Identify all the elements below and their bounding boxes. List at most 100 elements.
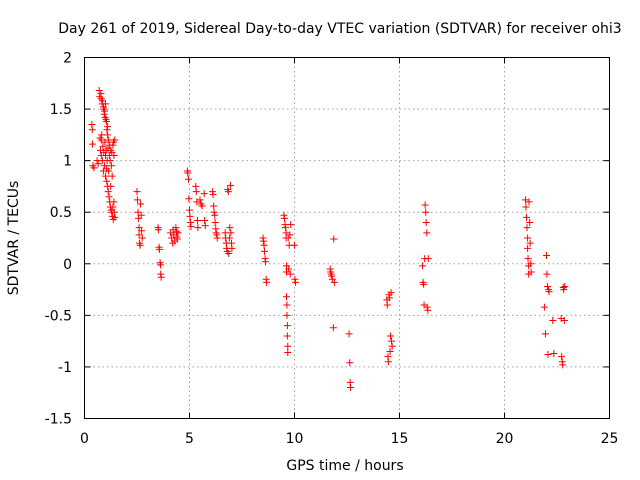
data-point xyxy=(105,193,113,201)
data-point xyxy=(210,208,218,216)
data-point xyxy=(104,188,112,196)
data-point xyxy=(110,198,118,206)
y-tick-label: 1 xyxy=(63,154,72,170)
data-point xyxy=(347,384,355,392)
data-point xyxy=(560,286,568,294)
data-point xyxy=(154,226,162,234)
data-point xyxy=(99,142,107,150)
data-point xyxy=(136,241,144,249)
data-point xyxy=(558,353,566,361)
data-point xyxy=(526,239,534,247)
data-point xyxy=(422,219,430,227)
data-point xyxy=(173,235,181,243)
data-point xyxy=(281,224,289,232)
data-point xyxy=(328,272,336,280)
x-tick-labels: 0 5 10 15 20 25 xyxy=(80,431,618,447)
y-tick-label: -0.5 xyxy=(45,308,72,324)
data-point xyxy=(260,247,268,255)
data-point xyxy=(186,212,194,220)
data-point xyxy=(98,131,106,139)
data-point xyxy=(193,216,201,224)
data-point xyxy=(291,275,299,283)
data-point xyxy=(104,131,112,139)
data-point xyxy=(524,255,532,263)
data-point xyxy=(388,342,396,350)
data-point xyxy=(227,229,235,237)
data-point xyxy=(329,324,337,332)
data-point xyxy=(283,322,291,330)
data-point xyxy=(137,211,145,219)
data-point xyxy=(330,278,338,286)
data-point xyxy=(423,229,431,237)
y-tick-label: -1.5 xyxy=(45,412,72,428)
data-point xyxy=(157,273,165,281)
data-point xyxy=(101,138,109,146)
data-point xyxy=(422,208,430,216)
data-point xyxy=(346,359,354,367)
data-point xyxy=(213,234,221,242)
data-point xyxy=(544,282,552,290)
data-point xyxy=(106,157,114,165)
data-point xyxy=(138,227,146,235)
data-point xyxy=(137,200,145,208)
data-point xyxy=(561,282,569,290)
data-point xyxy=(109,141,117,149)
data-point xyxy=(103,177,111,185)
data-point xyxy=(384,358,392,366)
data-point xyxy=(523,224,531,232)
data-point xyxy=(385,294,393,302)
data-point xyxy=(88,140,96,148)
x-tick-label: 15 xyxy=(391,431,409,447)
data-point xyxy=(330,235,338,243)
x-tick-label: 25 xyxy=(601,431,619,447)
data-point xyxy=(550,350,558,358)
data-point xyxy=(184,169,192,177)
data-point xyxy=(549,317,557,325)
x-tick-label: 5 xyxy=(185,431,194,447)
y-tick-label: 0 xyxy=(63,257,72,273)
data-point xyxy=(387,289,395,297)
y-axis-label: SDTVAR / TECUs xyxy=(6,181,22,296)
data-points xyxy=(88,87,569,392)
x-tick-label: 10 xyxy=(286,431,304,447)
data-point xyxy=(108,172,116,180)
data-point xyxy=(523,213,531,221)
data-point xyxy=(88,126,96,134)
y-tick-label: 2 xyxy=(63,51,72,67)
y-tick-labels: -1.5 -1 -0.5 0 0.5 1 1.5 2 xyxy=(45,51,72,428)
data-point xyxy=(104,123,112,131)
data-point xyxy=(423,303,431,311)
data-point xyxy=(226,181,234,189)
data-point xyxy=(135,231,143,239)
x-tick-label: 0 xyxy=(80,431,89,447)
y-tick-label: 1.5 xyxy=(50,102,72,118)
data-point xyxy=(172,224,180,232)
data-point xyxy=(225,234,233,242)
data-point xyxy=(103,126,111,134)
data-point xyxy=(540,303,548,311)
data-point xyxy=(110,151,118,159)
data-point xyxy=(102,172,109,180)
data-point xyxy=(291,241,298,249)
data-point xyxy=(559,361,567,369)
data-point xyxy=(419,262,427,270)
data-point xyxy=(210,202,218,210)
y-tick-label: -1 xyxy=(58,360,72,376)
data-point xyxy=(201,216,209,224)
data-point xyxy=(345,330,353,338)
data-point xyxy=(157,261,165,269)
data-point xyxy=(101,107,109,115)
data-point xyxy=(280,214,288,222)
data-point xyxy=(284,234,292,242)
data-point xyxy=(133,196,141,204)
data-point xyxy=(524,244,532,252)
x-axis-label: GPS time / hours xyxy=(286,458,403,474)
data-point xyxy=(262,258,270,266)
data-point xyxy=(196,196,204,204)
data-point xyxy=(283,332,291,340)
data-point xyxy=(95,87,103,95)
data-point xyxy=(186,206,193,214)
data-point xyxy=(107,182,115,190)
data-point xyxy=(541,330,549,338)
x-tick-label: 20 xyxy=(496,431,514,447)
